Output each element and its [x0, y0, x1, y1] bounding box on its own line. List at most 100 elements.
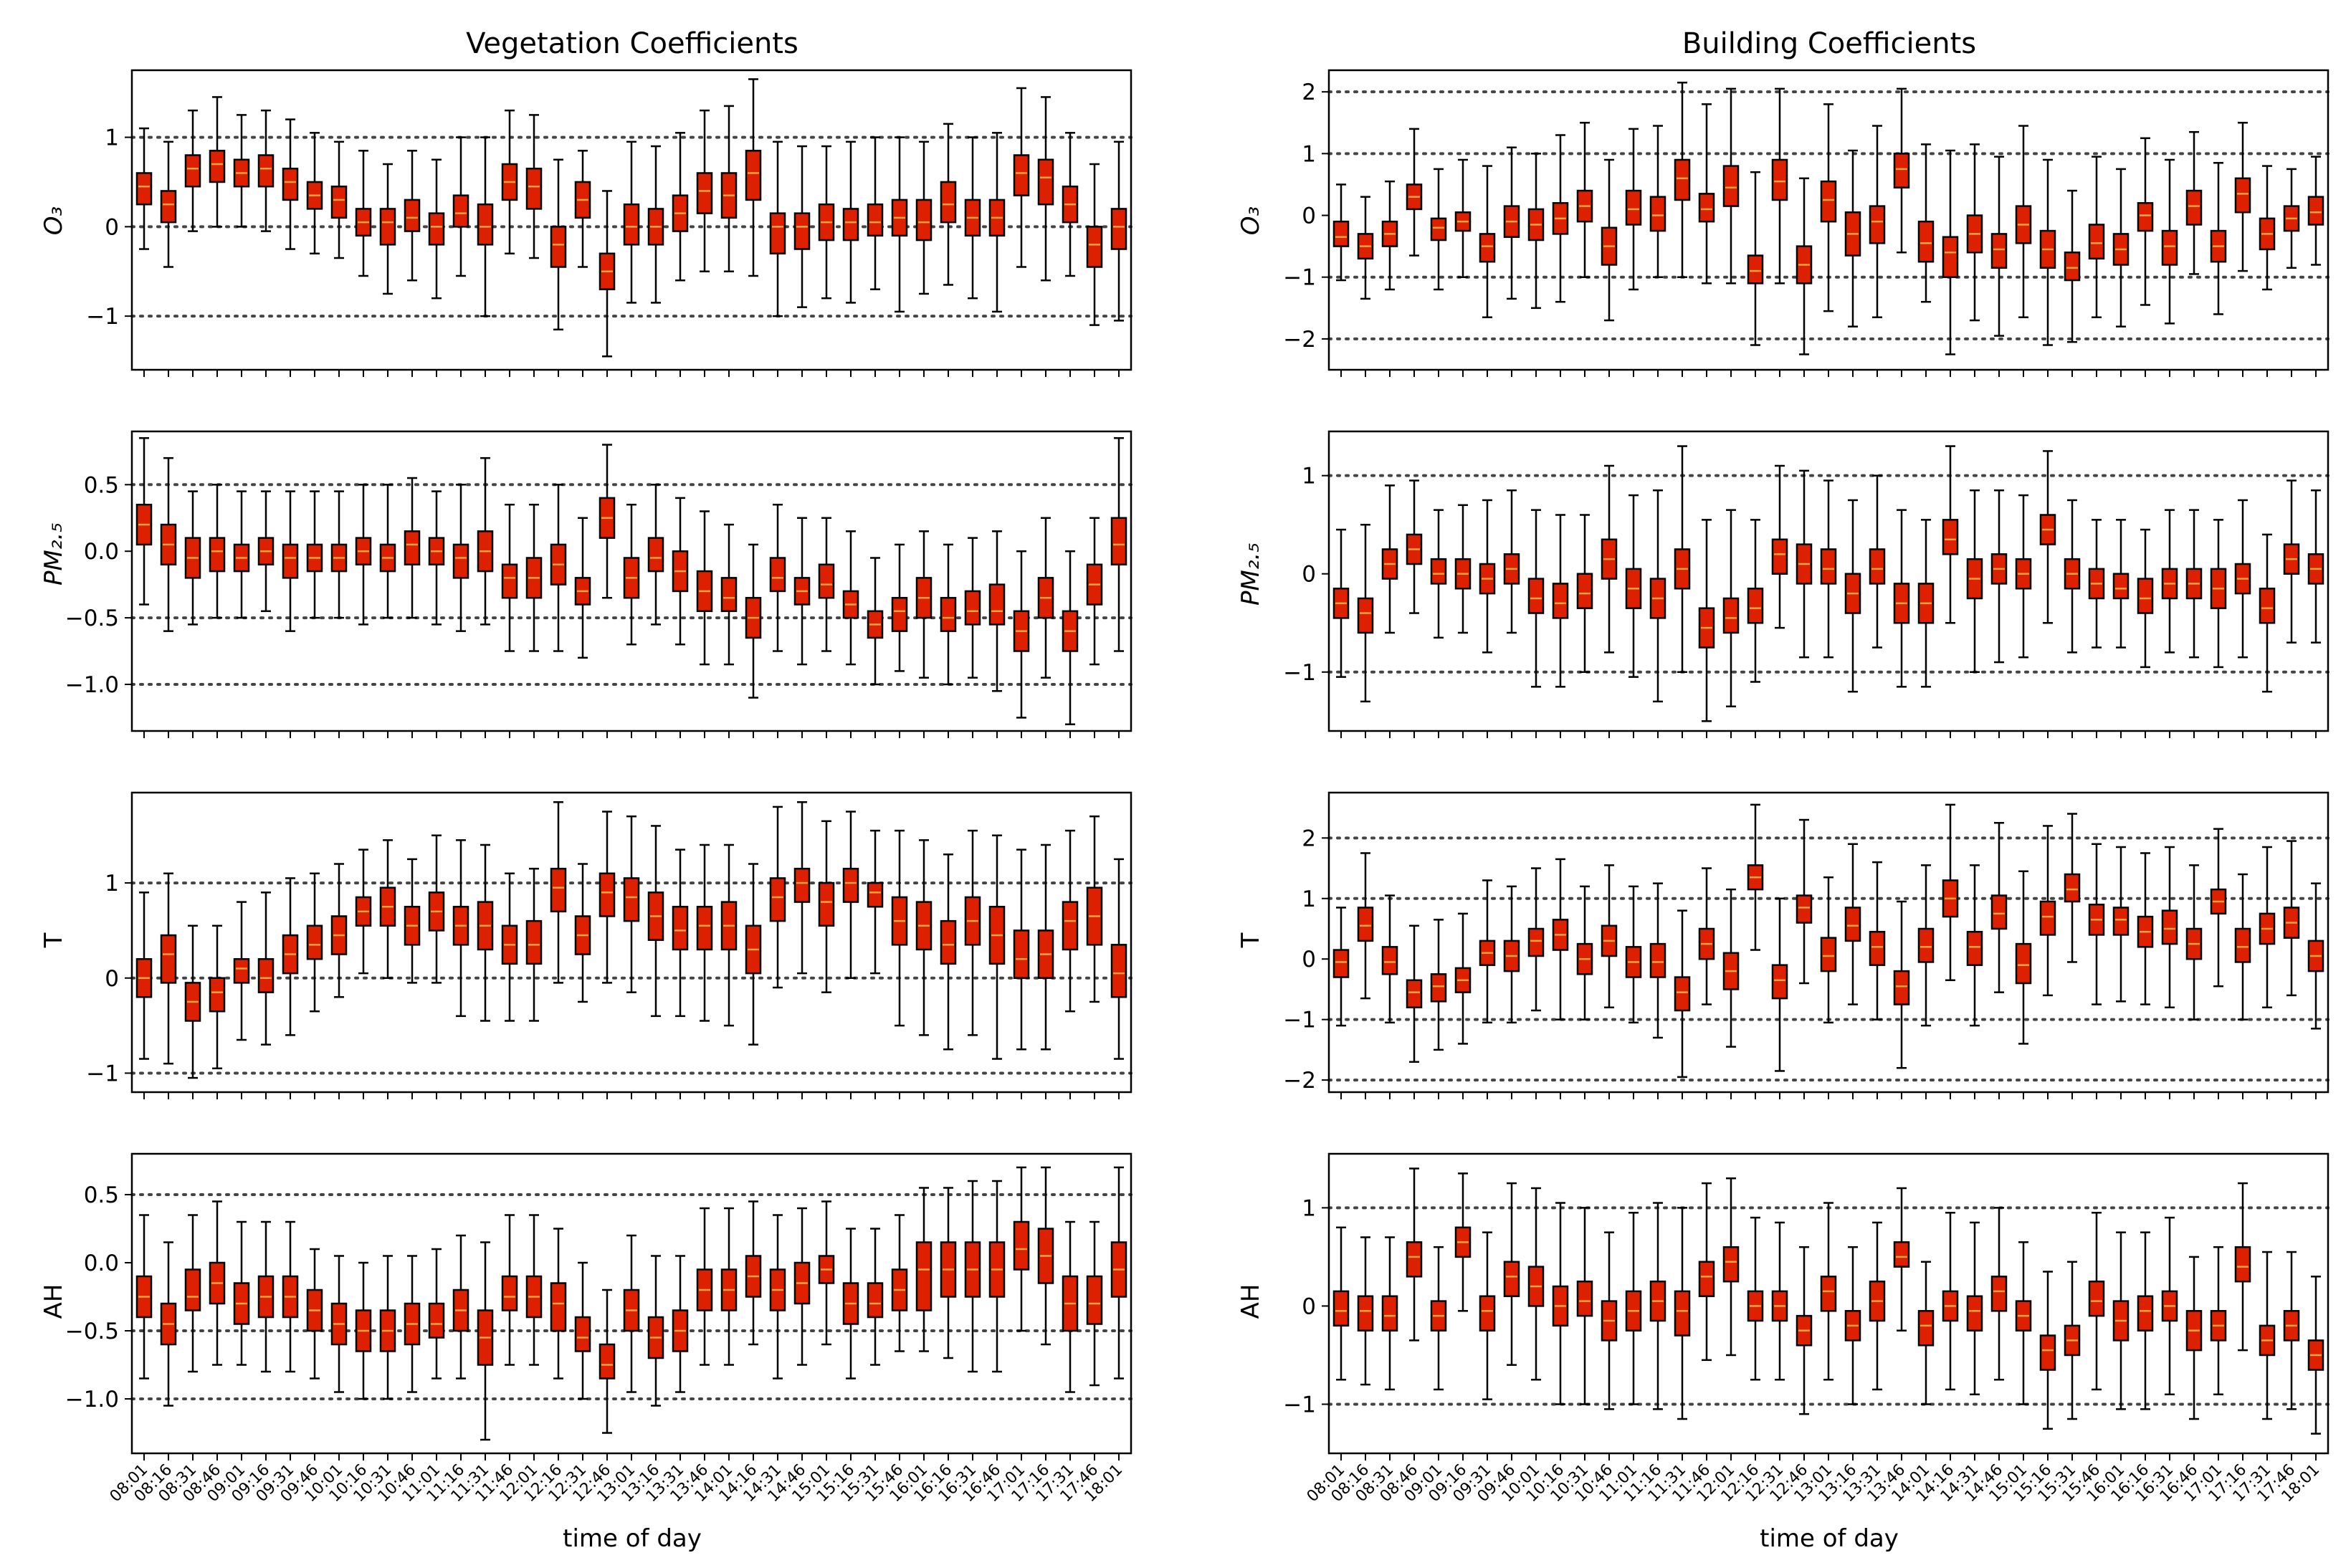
box-1616 [2137, 137, 2154, 306]
box-1601 [2112, 168, 2130, 328]
box-1616 [2137, 1231, 2154, 1410]
box-1301 [623, 1234, 640, 1393]
box-1531 [867, 829, 884, 975]
box-1331 [672, 848, 689, 1018]
iqr-box [2137, 202, 2154, 232]
box-1346 [696, 510, 713, 666]
box-1401 [1917, 143, 1935, 303]
axes-frame [1327, 430, 2329, 732]
iqr-box [1942, 519, 1959, 555]
box-1646 [2185, 130, 2203, 275]
box-1416 [745, 863, 762, 1046]
box-1446 [1990, 821, 2008, 993]
box-1116 [1649, 882, 1666, 1039]
iqr-box [501, 1275, 518, 1311]
iqr-box [1576, 573, 1593, 609]
box-1446 [793, 145, 811, 308]
panels: −1 0 1 −2 −1 0 1 2 −1.0 −0.5 0.0 0.5 −1 0 1 −1 0 1 −2 −1 0 1 2… [65, 69, 2329, 1506]
iqr-box [1990, 1276, 2008, 1312]
box-1131 [477, 456, 494, 626]
box-1731 [1062, 132, 1079, 277]
iqr-box [1917, 1310, 1935, 1347]
y-tick-label: 1 [105, 871, 119, 897]
panel-building-o3: −2 −1 0 1 2 [1283, 69, 2329, 377]
box-1131 [1674, 81, 1691, 278]
box-1101 [428, 834, 445, 984]
iqr-box [184, 1268, 201, 1311]
box-1516 [2039, 450, 2056, 624]
axes-frame [130, 69, 1132, 371]
box-1501 [2015, 1241, 2032, 1405]
box-1001 [330, 1255, 348, 1393]
iqr-box [1966, 1295, 1983, 1332]
iqr-box [1771, 964, 1788, 1000]
box-1401 [1917, 519, 1935, 688]
panel-vegetation-ah: −1.0−0.50.00.508:0108:1608:3108:4609:010… [65, 1152, 1132, 1506]
iqr-box [1357, 1295, 1374, 1332]
box-1246 [1796, 177, 1813, 355]
box-1701 [1013, 550, 1030, 719]
box-1046 [404, 1255, 421, 1393]
iqr-box [769, 557, 786, 593]
box-1531 [867, 1228, 884, 1366]
box-1346 [696, 1207, 713, 1366]
iqr-box [1747, 588, 1764, 624]
axes-frame [1327, 791, 2329, 1094]
box-1031 [1576, 122, 1593, 278]
box-1731 [2259, 1251, 2276, 1420]
box-1146 [501, 1214, 518, 1366]
panel-vegetation-pm2-5: −1.0 −0.5 0.0 0.5 [65, 430, 1132, 738]
box-1631 [964, 537, 981, 679]
box-1801 [1110, 140, 1127, 322]
box-0831 [184, 1214, 201, 1373]
box-1331 [1869, 1221, 1886, 1391]
box-1701 [2210, 828, 2227, 988]
box-1516 [842, 530, 859, 666]
y-tick-label: 0.5 [84, 1182, 119, 1208]
box-1616 [940, 543, 957, 686]
iqr-box [1013, 154, 1030, 196]
box-1746 [1086, 815, 1103, 1003]
box-1331 [672, 1255, 689, 1393]
box-1016 [355, 1261, 372, 1400]
y-tick-label: −1 [1283, 1008, 1316, 1033]
iqr-box [1552, 583, 1569, 619]
iqr-box [550, 867, 567, 913]
box-1231 [574, 863, 591, 1003]
box-1246 [1796, 818, 1813, 985]
iqr-box [257, 957, 275, 993]
iqr-box [1381, 946, 1398, 975]
box-1646 [988, 132, 1006, 313]
y-tick-label: 0 [105, 966, 119, 992]
iqr-box [1086, 1275, 1103, 1325]
vegetation-title: Vegetation Coefficients [466, 27, 798, 60]
iqr-box [379, 208, 396, 246]
panel-building-ah: −10108:0108:1608:3108:4609:0109:1609:310… [1283, 1152, 2329, 1506]
box-1246 [599, 190, 616, 358]
box-1501 [2015, 870, 2032, 1045]
box-0816 [1357, 1236, 1374, 1386]
box-1116 [452, 484, 469, 632]
box-1631 [2161, 1216, 2178, 1396]
box-0946 [306, 490, 323, 619]
box-1231 [1771, 897, 1788, 1072]
iqr-box [1013, 929, 1030, 980]
box-1301 [623, 140, 640, 304]
axes-frame [130, 430, 1132, 732]
box-1646 [988, 834, 1006, 1060]
box-1046 [404, 477, 421, 619]
y-tick-label: 0 [105, 214, 119, 240]
box-1301 [1820, 876, 1837, 1024]
iqr-box [696, 905, 713, 951]
box-1546 [2088, 156, 2105, 318]
box-1546 [2088, 843, 2105, 1005]
box-1701 [2210, 162, 2227, 315]
y-tick-label: −1 [86, 1061, 119, 1086]
ylabel-o3-right: O₃ [1236, 206, 1265, 235]
box-0831 [184, 109, 201, 232]
box-1646 [2185, 864, 2203, 1020]
box-1131 [477, 843, 494, 1022]
box-0831 [184, 924, 201, 1079]
iqr-box [1110, 208, 1127, 250]
box-1746 [2283, 840, 2300, 997]
